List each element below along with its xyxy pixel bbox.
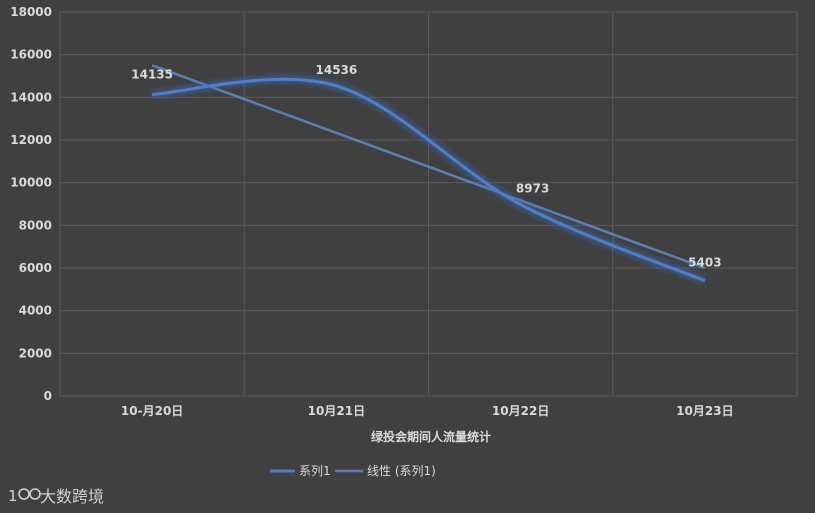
y-axis: 0 2000 4000 6000 8000 10000 12000 14000 16000 180… [10,5,52,403]
x-tick-label: 10月21日 [308,404,365,418]
svg-text:1: 1 [8,487,18,505]
series-lines [151,64,707,284]
x-axis: 10-月20日 10月21日 10月22日 10月23日 [121,404,734,418]
watermark-logo-icon: 1 [8,487,41,505]
data-label: 8973 [516,182,549,196]
legend-item-series1[interactable]: 系列1 [270,464,331,478]
series1-line [152,77,706,283]
y-tick-label: 14000 [10,90,52,104]
y-tick-label: 4000 [19,304,52,318]
y-tick-label: 16000 [10,48,52,62]
legend-label-series1: 系列1 [299,464,331,478]
y-tick-label: 8000 [19,218,52,232]
y-tick-label: 0 [44,389,52,403]
grid [59,11,798,397]
legend: 系列1 线性 (系列1) [270,464,436,478]
x-tick-label: 10月23日 [676,404,733,418]
y-tick-label: 18000 [10,5,52,19]
data-labels: 14135 14536 8973 5403 [131,63,721,270]
legend-item-trendline[interactable]: 线性 (系列1) [335,464,436,478]
watermark-text: 大数跨境 [40,487,104,506]
x-tick-label: 10-月20日 [121,404,183,418]
data-label: 14536 [316,63,358,77]
y-tick-label: 6000 [19,261,52,275]
x-axis-title: 绿投会期间人流量统计 [371,429,491,444]
legend-label-trendline: 线性 (系列1) [367,464,436,478]
data-label: 5403 [688,256,721,270]
watermark: 1 大数跨境 [8,487,104,506]
y-tick-label: 2000 [19,346,52,360]
data-label: 14135 [131,67,173,81]
trendline-line [151,64,706,270]
x-tick-label: 10月22日 [492,404,549,418]
y-tick-label: 10000 [10,176,52,190]
y-tick-label: 12000 [10,133,52,147]
